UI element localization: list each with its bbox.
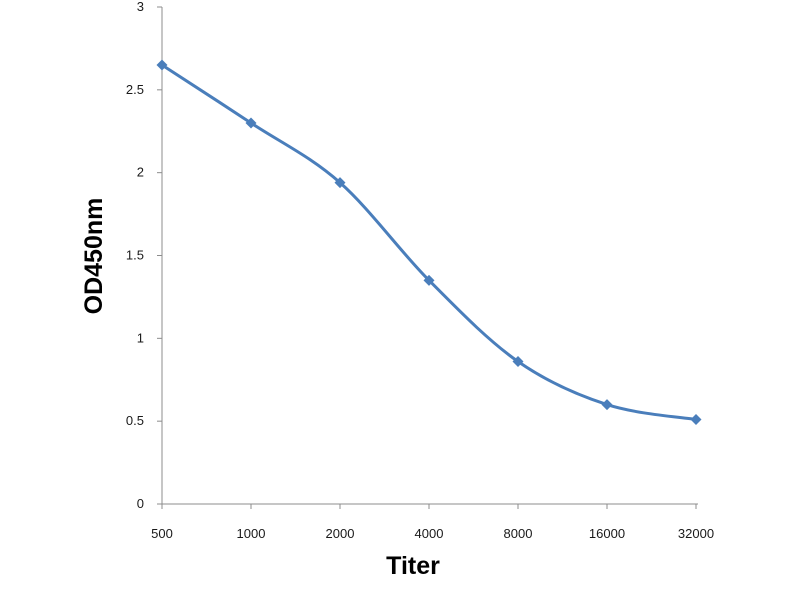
y-tick-label: 2 [137, 165, 144, 180]
x-tick-label: 2000 [326, 526, 355, 541]
data-point-marker [512, 356, 524, 368]
y-tick-label: 0.5 [126, 413, 144, 428]
x-tick-label: 8000 [504, 526, 533, 541]
series-line [160, 63, 698, 422]
x-tick-label: 4000 [415, 526, 444, 541]
y-tick-label: 0 [137, 496, 144, 511]
x-tick-label: 500 [151, 526, 173, 541]
y-tick-label: 3 [137, 0, 144, 14]
data-point-marker [423, 274, 435, 286]
data-point-marker [334, 177, 346, 189]
x-axis-title: Titer [386, 552, 440, 580]
data-point-marker [156, 59, 168, 71]
y-axis-ticks: 0 0.5 1 1.5 2 2.5 3 [126, 0, 162, 511]
x-tick-label: 32000 [678, 526, 714, 541]
y-tick-label: 2.5 [126, 82, 144, 97]
x-axis-ticks: 500 1000 2000 4000 8000 16000 32000 [151, 504, 714, 541]
y-tick-label: 1.5 [126, 248, 144, 263]
data-point-marker [601, 399, 613, 411]
x-tick-label: 1000 [237, 526, 266, 541]
y-axis-title: OD450nm [80, 198, 108, 315]
y-tick-label: 1 [137, 330, 144, 345]
data-point-marker [690, 414, 702, 426]
x-tick-label: 16000 [589, 526, 625, 541]
data-point-marker [245, 117, 257, 129]
series-layer [156, 59, 702, 426]
